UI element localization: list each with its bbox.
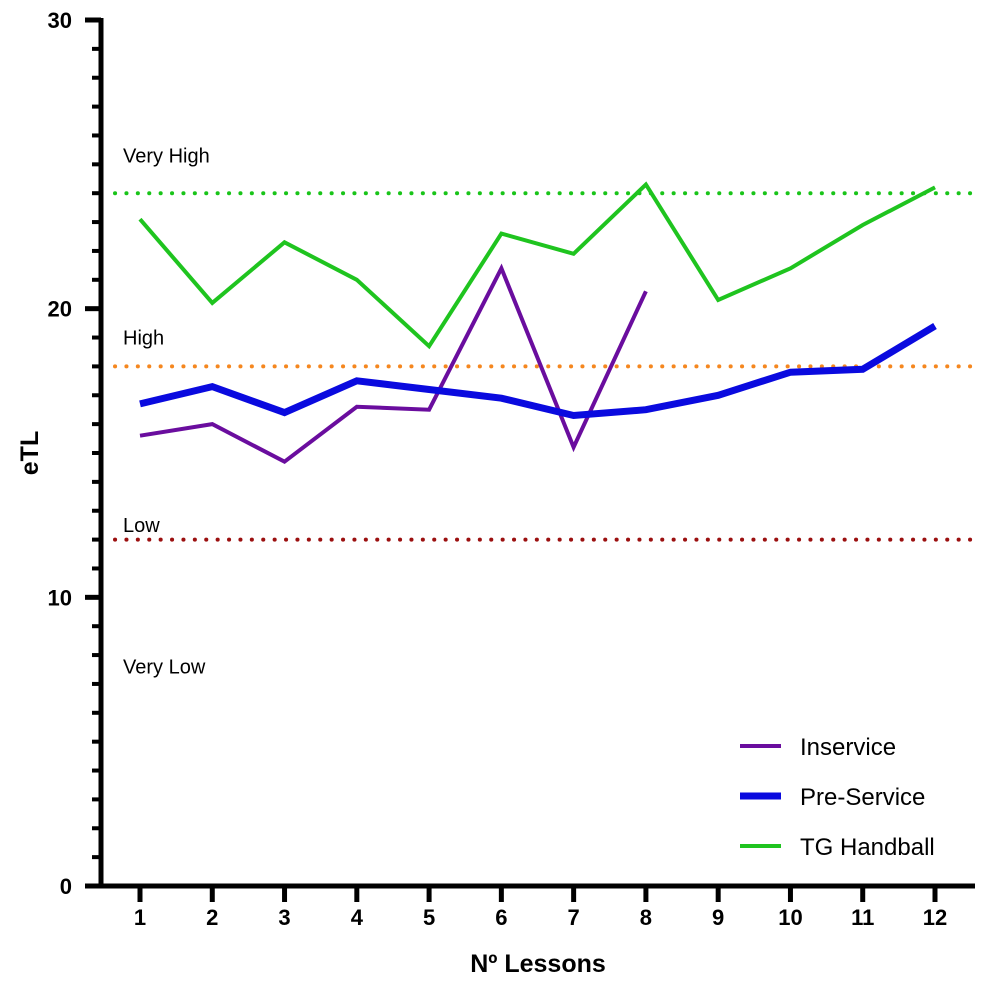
series-line-0	[139, 263, 648, 465]
x-tick-label: 11	[851, 905, 874, 930]
x-tick-label: 1	[134, 905, 146, 930]
x-tick-label: 9	[712, 905, 724, 930]
y-tick-label: 10	[48, 585, 72, 610]
zone-label-1: High	[123, 328, 164, 350]
x-tick-label: 7	[568, 905, 580, 930]
y-tick-label: 20	[48, 297, 72, 322]
data-series	[138, 181, 937, 465]
x-tick-label: 10	[778, 905, 802, 930]
x-tick-label: 6	[495, 905, 507, 930]
legend-label-0: Inservice	[800, 734, 896, 761]
x-tick-label: 12	[923, 905, 947, 930]
x-tick-label: 3	[278, 905, 290, 930]
reference-lines	[113, 191, 977, 542]
zone-labels: Very High High Low Very Low	[123, 146, 210, 679]
legend-label-1: Pre-Service	[800, 784, 925, 811]
zone-label-0: Very High	[123, 146, 210, 168]
y-tick-label: 30	[48, 8, 72, 33]
series-line-1	[139, 322, 937, 420]
y-tick-label: 0	[60, 874, 72, 899]
zone-label-3: Very Low	[123, 657, 206, 679]
legend-label-2: TG Handball	[800, 834, 935, 861]
x-tick-label: 5	[423, 905, 435, 930]
x-tick-label: 8	[640, 905, 652, 930]
x-tick-label: 4	[351, 905, 364, 930]
zone-label-2: Low	[123, 515, 160, 537]
x-axis-title: Nº Lessons	[470, 950, 606, 978]
legend: Inservice Pre-Service TG Handball	[740, 734, 935, 861]
y-axis-title: eTL	[16, 431, 44, 475]
series-line-2	[138, 181, 936, 350]
x-tick-label: 2	[206, 905, 218, 930]
